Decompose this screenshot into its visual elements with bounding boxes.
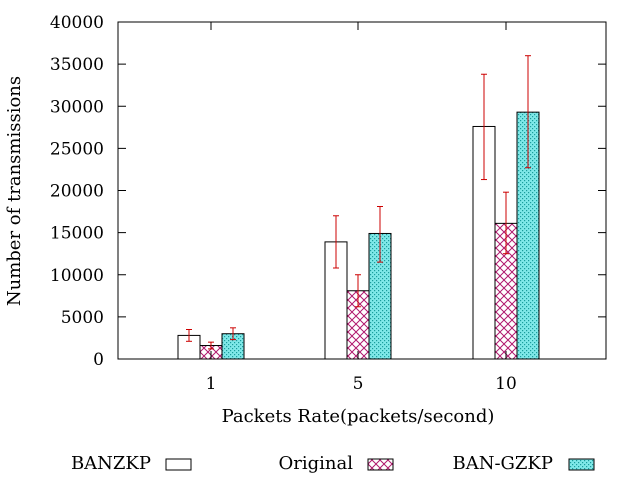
y-tick-label: 35000 <box>50 55 104 75</box>
legend-swatch-ban-gzkp <box>568 458 595 471</box>
legend-label-banzkp: BANZKP <box>71 453 151 474</box>
y-axis-title: Number of transmissions <box>4 76 25 306</box>
y-tick-label: 40000 <box>50 13 104 33</box>
y-tick-label: 0 <box>93 350 104 370</box>
x-tick-label: 10 <box>495 374 517 394</box>
x-tick-label: 5 <box>353 374 364 394</box>
legend-swatch-banzkp <box>165 458 192 471</box>
legend-swatch-original <box>367 458 394 471</box>
y-tick-label: 15000 <box>50 224 104 244</box>
x-tick-label: 1 <box>206 374 217 394</box>
y-tick-label: 20000 <box>50 182 104 202</box>
y-tick-label: 25000 <box>50 139 104 159</box>
x-axis-title: Packets Rate(packets/second) <box>222 406 495 427</box>
y-tick-label: 30000 <box>50 97 104 117</box>
y-tick-label: 5000 <box>61 308 104 328</box>
y-tick-label: 10000 <box>50 266 104 286</box>
legend: BANZKP Original BAN-GZKP <box>71 453 595 474</box>
legend-label-original: Original <box>279 453 354 474</box>
legend-label-ban-gzkp: BAN-GZKP <box>452 453 553 474</box>
